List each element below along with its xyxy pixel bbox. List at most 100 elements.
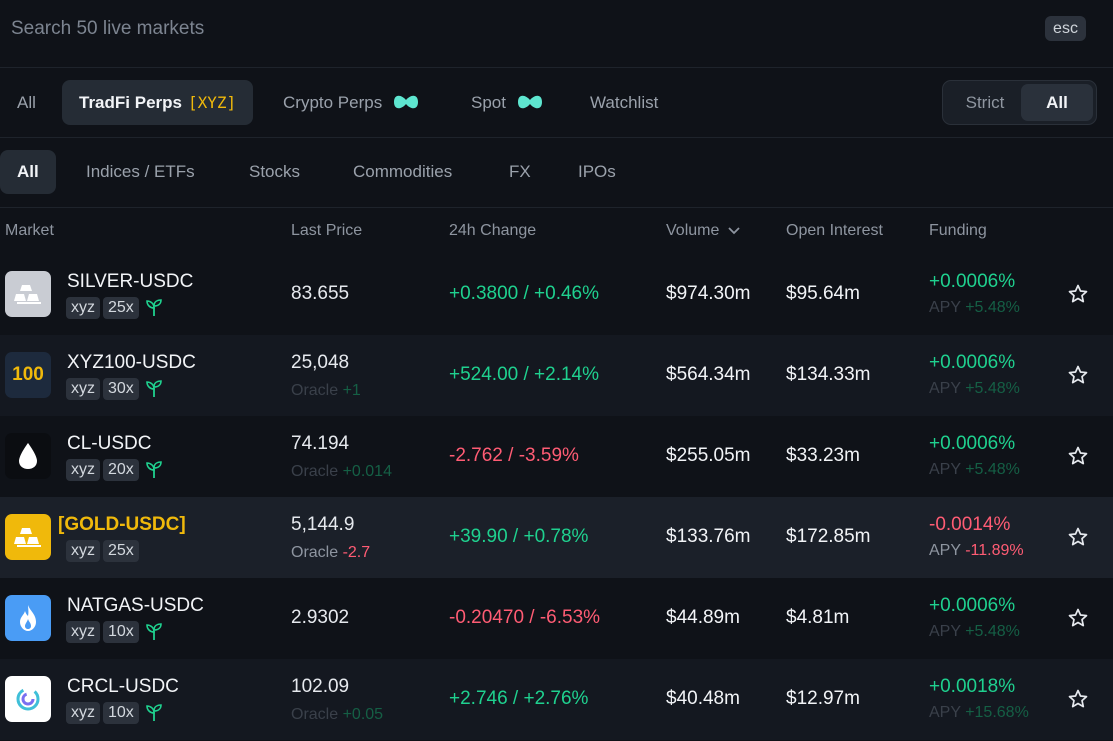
leverage-badge: 10x [103,621,139,643]
toggle-strict[interactable]: Strict [965,93,1005,112]
last-price: 5,144.9 [291,514,355,535]
gold-bars-icon [5,514,51,560]
open-interest: $172.85m [786,526,871,547]
table-row[interactable]: SILVER-USDC xyz 25x 83.655 +0.3800 / +0.… [0,254,1113,335]
sprout-icon [145,623,162,640]
oracle-value: +0.05 [342,706,384,723]
hyperliquid-icon [517,95,542,109]
circle-logo-icon [5,676,51,722]
market-badges: xyz 25x [66,297,162,319]
oil-drop-icon [5,433,51,479]
24h-change: -0.20470 / -6.53% [449,607,601,628]
24h-change: +524.00 / +2.14% [449,364,600,385]
funding-apy: APY +5.48% [929,299,1020,317]
oracle-value: -2.7 [342,544,371,561]
market-list: SILVER-USDC xyz 25x 83.655 +0.3800 / +0.… [0,254,1113,740]
tab-spot[interactable]: Spot [471,80,544,125]
funding-rate: +0.0006% [929,433,1016,454]
column-funding[interactable]: Funding [929,222,987,239]
table-row[interactable]: NATGAS-USDC xyz 10x 2.9302 -0.20470 / -6… [0,578,1113,659]
category-ipos[interactable]: IPOs [578,162,616,181]
category-stocks[interactable]: Stocks [249,162,301,181]
market-badges: xyz 10x [66,621,162,643]
funding-apy: APY +5.48% [929,461,1020,479]
column-24h-change[interactable]: 24h Change [449,222,537,239]
oracle-label: Oracle [291,463,339,480]
sprout-icon [145,380,162,397]
apy-value: +5.48% [965,461,1020,478]
tab-tradfi-perps[interactable]: TradFi Perps [XYZ] [62,80,254,125]
column-open-interest[interactable]: Open Interest [786,222,883,239]
market-name: [GOLD-USDC] [58,514,186,535]
tab-watchlist[interactable]: Watchlist [590,80,658,125]
category-all[interactable]: All [0,150,56,194]
sprout-icon [145,461,162,478]
toggle-all[interactable]: All [1021,84,1093,121]
esc-key-badge[interactable]: esc [1045,16,1086,41]
24h-change: +2.746 / +2.76% [449,688,589,709]
market-badges: xyz 25x [66,540,139,562]
table-row[interactable]: CRCL-USDC xyz 10x 102.09 Oracle +0.05 +2… [0,659,1113,740]
24h-change: -2.762 / -3.59% [449,445,579,466]
xyz100-icon-text: 100 [12,364,44,385]
search-input[interactable] [11,16,911,42]
oracle-diff: Oracle +1 [291,382,361,400]
apy-label: APY [929,461,961,478]
open-interest: $33.23m [786,445,860,466]
leverage-badge: 25x [103,297,139,319]
apy-value: +5.48% [965,380,1020,397]
star-icon[interactable] [1068,527,1088,547]
last-price: 83.655 [291,283,350,304]
last-price: 25,048 [291,352,350,373]
table-row[interactable]: [GOLD-USDC] xyz 25x 5,144.9 Oracle -2.7 … [0,497,1113,578]
apy-label: APY [929,704,961,721]
leverage-badge: 25x [103,540,139,562]
star-icon[interactable] [1068,446,1088,466]
star-icon[interactable] [1068,608,1088,628]
tab-all-label: All [17,93,36,112]
oracle-label: Oracle [291,544,339,561]
star-icon[interactable] [1068,284,1088,304]
search-bar: esc [0,0,1113,68]
open-interest: $4.81m [786,607,850,628]
table-row[interactable]: 100 XYZ100-USDC xyz 30x 25,048 Oracle +1… [0,335,1113,416]
column-last-price[interactable]: Last Price [291,222,363,239]
hyperliquid-icon [394,95,419,109]
sprout-icon [145,704,162,721]
category-commodities[interactable]: Commodities [353,162,453,181]
flame-icon [5,595,51,641]
category-fx[interactable]: FX [509,162,531,181]
column-volume-label: Volume [666,222,720,239]
leverage-badge: 20x [103,459,139,481]
tab-all[interactable]: All [17,80,36,125]
oracle-value: +1 [342,382,361,399]
star-icon[interactable] [1068,689,1088,709]
market-name: CRCL-USDC [67,676,179,697]
funding-apy: APY +5.48% [929,623,1020,641]
tab-crypto-perps[interactable]: Crypto Perps [283,80,420,125]
funding-rate: +0.0006% [929,595,1016,616]
funding-rate: +0.0006% [929,271,1016,292]
xyz-tag: [XYZ] [187,93,237,112]
dex-badge: xyz [66,297,100,319]
column-market[interactable]: Market [5,222,54,239]
silver-bars-icon [5,271,51,317]
apy-value: +5.48% [965,299,1020,316]
volume: $133.76m [666,526,751,547]
category-indices-etfs[interactable]: Indices / ETFs [86,162,195,181]
market-type-tabs: All TradFi Perps [XYZ] Crypto Perps Spot … [0,68,1113,138]
star-icon[interactable] [1068,365,1088,385]
apy-label: APY [929,623,961,640]
tab-crypto-label: Crypto Perps [283,93,383,112]
24h-change: +39.90 / +0.78% [449,526,589,547]
oracle-label: Oracle [291,382,339,399]
dex-badge: xyz [66,621,100,643]
leverage-badge: 30x [103,378,139,400]
chevron-down-icon [728,227,741,235]
column-volume[interactable]: Volume [666,222,741,240]
oracle-diff: Oracle -2.7 [291,544,370,562]
table-row[interactable]: CL-USDC xyz 20x 74.194 Oracle +0.014 -2.… [0,416,1113,497]
category-filters: All Indices / ETFs Stocks Commodities FX… [0,138,1113,208]
tab-tradfi-label: TradFi Perps [79,93,182,112]
apy-label: APY [929,542,961,559]
